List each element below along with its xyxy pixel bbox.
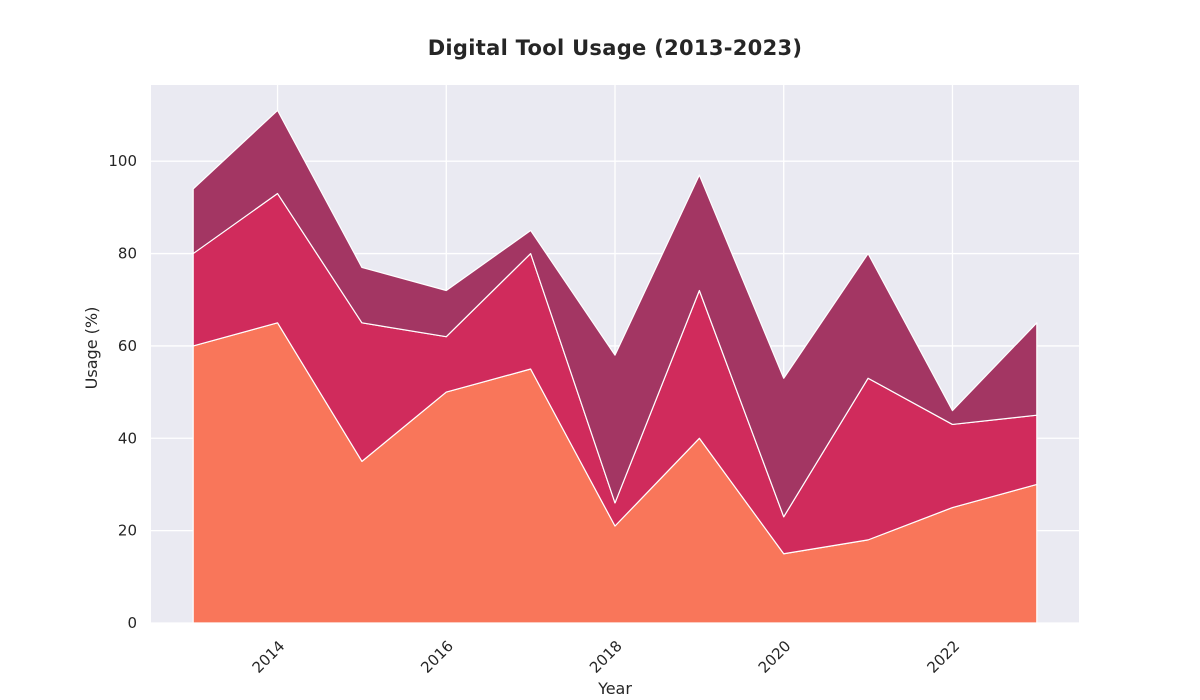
x-tick-label: 2014 [249,637,289,677]
x-tick-label: 2022 [923,637,963,677]
y-tick-label: 20 [118,522,137,540]
y-tick-label: 0 [127,614,137,632]
x-tick-label: 2020 [755,637,795,677]
y-tick-labels: 0 20 40 60 80 100 [108,152,137,632]
y-tick-label: 80 [118,245,137,263]
x-tick-label: 2016 [417,637,457,677]
x-tick-labels: 2014 2016 2018 2020 2022 [249,637,964,677]
y-tick-label: 40 [118,429,137,447]
x-tick-label: 2018 [586,637,626,677]
x-axis-label: Year [597,679,632,698]
y-tick-label: 100 [108,152,137,170]
y-tick-label: 60 [118,337,137,355]
y-axis-label: Usage (%) [82,307,101,390]
